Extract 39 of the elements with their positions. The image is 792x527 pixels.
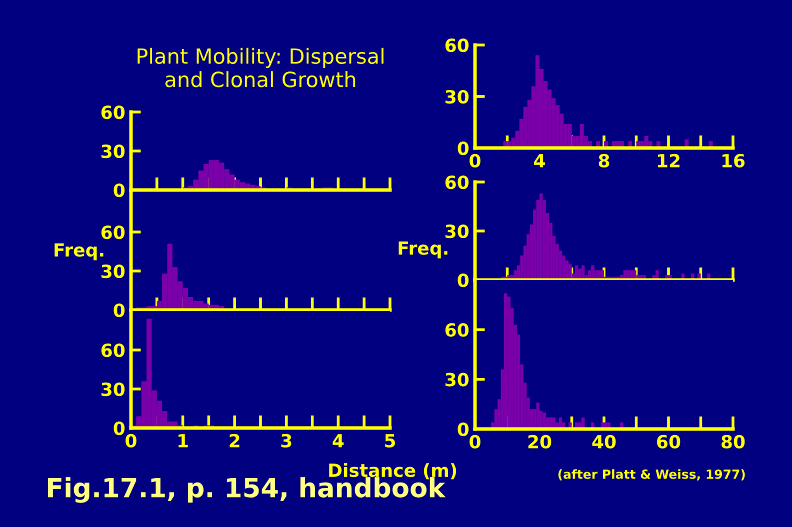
x-tick-label: 5 bbox=[385, 434, 396, 448]
x-tick-label: 2 bbox=[230, 434, 240, 448]
y-tick-label: 30 bbox=[446, 90, 469, 104]
y-tick-label: 60 bbox=[101, 225, 125, 240]
x-tick-label: 0 bbox=[470, 434, 480, 449]
x-tick-label: 4 bbox=[332, 434, 344, 448]
y-tick-label: 0 bbox=[458, 141, 469, 156]
y-tick-label: 60 bbox=[101, 105, 125, 120]
text: (after Platt & Weiss, 1977) bbox=[558, 469, 745, 481]
y-tick-label: 60 bbox=[445, 38, 469, 52]
chart-title: Plant Mobility: Dispersal and Clonal Growth bbox=[138, 48, 384, 88]
y-tick-label: 0 bbox=[114, 303, 125, 318]
y-tick-label: 0 bbox=[458, 273, 469, 288]
x-tick-label: 0 bbox=[470, 154, 480, 168]
caption: Fig.17.1, p. 154, handbook bbox=[48, 477, 446, 503]
y-tick-label: 0 bbox=[114, 183, 125, 198]
y-tick-label: 0 bbox=[458, 422, 469, 436]
x-tick-label: 80 bbox=[722, 434, 745, 449]
x-tick-label: 3 bbox=[281, 434, 292, 448]
x-tick-label: 8 bbox=[598, 154, 610, 168]
y-tick-label: 60 bbox=[445, 175, 469, 190]
x-tick-label: 1 bbox=[178, 434, 188, 448]
y-tick-label: 30 bbox=[446, 224, 469, 238]
y-axis-title: Freq. bbox=[54, 243, 104, 260]
y-tick-label: 0 bbox=[114, 421, 125, 436]
y-tick-label: 60 bbox=[445, 323, 469, 337]
x-tick-label: 40 bbox=[592, 434, 616, 449]
y-axis-title: Freq. bbox=[398, 241, 448, 258]
x-tick-label: 20 bbox=[528, 434, 552, 449]
y-tick-label: 30 bbox=[102, 382, 125, 396]
y-tick-label: 60 bbox=[101, 343, 125, 358]
x-tick-label: 12 bbox=[658, 154, 680, 168]
y-tick-label: 30 bbox=[102, 264, 125, 278]
x-tick-label: 4 bbox=[534, 154, 545, 168]
x-tick-label: 60 bbox=[657, 434, 680, 449]
x-tick-label: 0 bbox=[126, 434, 136, 448]
y-tick-label: 30 bbox=[446, 372, 469, 386]
y-tick-label: 30 bbox=[102, 144, 125, 158]
x-tick-label: 16 bbox=[722, 154, 745, 168]
